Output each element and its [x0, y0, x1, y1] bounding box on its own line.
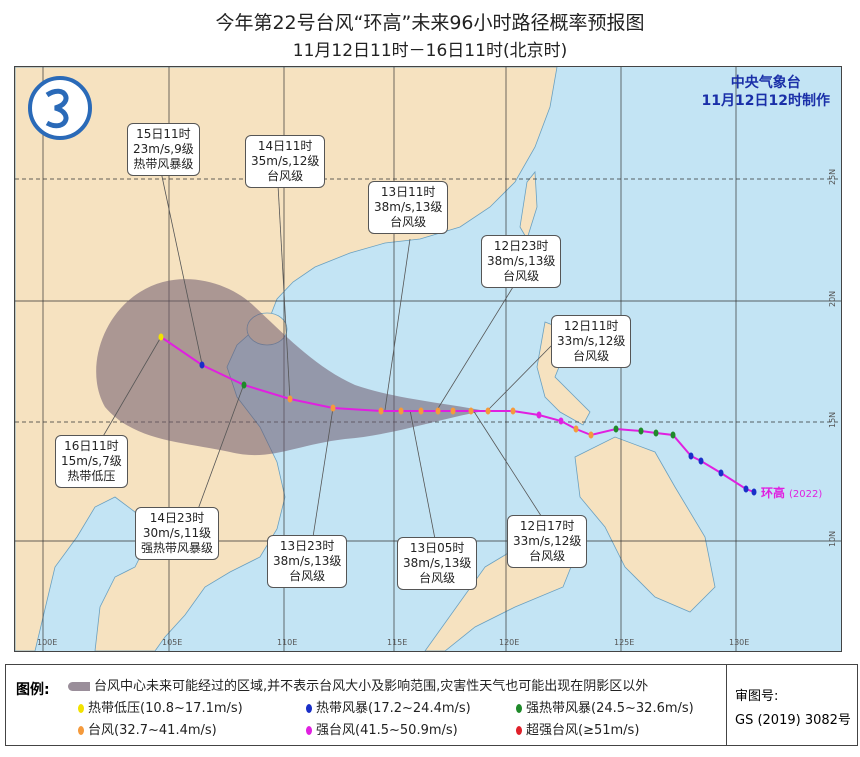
cma-logo	[28, 76, 92, 140]
philippines-south	[574, 436, 716, 613]
lon-label: 120E	[499, 638, 519, 647]
track-point	[485, 407, 491, 415]
typhoon-code: (2022)	[789, 489, 822, 500]
track-point	[573, 425, 579, 433]
track-point	[468, 407, 474, 415]
track-point	[158, 333, 164, 341]
legend-cone: 台风中心未来可能经过的区域,并不表示台风大小及影响范围,灾害性天气也可能出现在阴…	[68, 675, 648, 694]
track-point	[743, 485, 749, 493]
forecast-label: 12日11时 33m/s,12级 台风级	[551, 315, 632, 368]
lat-label: 25N	[828, 169, 837, 185]
legend-item: 热带风暴(17.2~24.4m/s)	[306, 697, 471, 716]
typhoon-track	[160, 336, 755, 493]
issue-time: 11月12日12时制作	[701, 93, 830, 109]
track-point	[241, 381, 247, 389]
forecast-label: 12日17时 33m/s,12级 台风级	[507, 515, 588, 568]
track-point	[698, 457, 704, 465]
map-area: 100E 105E 110E 115E 120E 125E 130E 25N 2…	[14, 66, 842, 652]
agency-stamp: 中央气象台 11月12日12时制作	[702, 74, 830, 110]
lat-label: 20N	[828, 291, 837, 307]
forecast-label: 13日11时 38m/s,13级 台风级	[368, 181, 449, 234]
lat-label: 15N	[828, 412, 837, 428]
forecast-label: 13日05时 38m/s,13级 台风级	[397, 537, 478, 590]
legend-item: 强台风(41.5~50.9m/s)	[306, 719, 458, 738]
track-point	[450, 407, 456, 415]
typhoon-name: 环高	[761, 485, 785, 500]
lon-label: 110E	[277, 638, 297, 647]
review-number-box: 审图号: GS (2019) 3082号	[726, 665, 857, 745]
legend-item: 超强台风(≥51m/s)	[516, 719, 639, 738]
typhoon-symbol-icon	[516, 704, 522, 713]
track-point	[199, 361, 205, 369]
track-point	[613, 425, 619, 433]
forecast-label: 16日11时 15m/s,7级 热带低压	[55, 435, 128, 488]
taiwan-island	[519, 170, 538, 240]
track-point	[688, 452, 694, 460]
forecast-label: 14日23时 30m/s,11级 强热带风暴级	[135, 507, 220, 560]
track-point	[510, 407, 516, 415]
lon-label: 125E	[614, 638, 634, 647]
map-title: 今年第22号台风“环高”未来96小时路径概率预报图	[215, 12, 645, 34]
lon-label: 100E	[37, 638, 57, 647]
typhoon-symbol-icon	[306, 726, 312, 735]
forecast-label: 14日11时 35m/s,12级 台风级	[245, 135, 326, 188]
track-point	[670, 431, 676, 439]
track-point	[378, 407, 384, 415]
legend-heading: 图例:	[16, 682, 50, 698]
track-point	[418, 407, 424, 415]
latitude-labels: 25N 20N 15N 10N	[828, 169, 837, 547]
track-point	[588, 431, 594, 439]
track-point	[435, 407, 441, 415]
track-point	[558, 417, 564, 425]
track-points	[158, 333, 757, 496]
track-point	[653, 429, 659, 437]
forecast-label: 13日23时 38m/s,13级 台风级	[267, 535, 348, 588]
track-point	[398, 407, 404, 415]
track-point	[536, 411, 542, 419]
lon-label: 105E	[162, 638, 182, 647]
typhoon-symbol-icon	[516, 726, 522, 735]
legend: 图例: 台风中心未来可能经过的区域,并不表示台风大小及影响范围,灾害性天气也可能…	[5, 664, 858, 746]
track-point	[718, 469, 724, 477]
legend-item: 台风(32.7~41.4m/s)	[78, 719, 217, 738]
lon-label: 115E	[387, 638, 407, 647]
legend-item: 热带低压(10.8~17.1m/s)	[78, 697, 243, 716]
review-label: 审图号:	[735, 689, 779, 704]
map-subtitle: 11月12日11时－16日11时(北京时)	[292, 41, 568, 61]
typhoon-symbol-icon	[78, 726, 84, 735]
agency-name: 中央气象台	[730, 75, 801, 91]
lat-label: 10N	[828, 531, 837, 547]
track-point	[287, 395, 293, 403]
track-point	[330, 404, 336, 412]
typhoon-symbol-icon	[306, 704, 312, 713]
typhoon-symbol-icon	[78, 704, 84, 713]
legend-item: 强热带风暴(24.5~32.6m/s)	[516, 697, 694, 716]
longitude-labels: 100E 105E 110E 115E 120E 125E 130E	[37, 638, 749, 647]
review-number: GS (2019) 3082号	[735, 713, 851, 728]
forecast-label: 15日11时 23m/s,9级 热带风暴级	[127, 123, 200, 176]
track-point	[751, 488, 757, 496]
forecast-label: 12日23时 38m/s,13级 台风级	[481, 235, 562, 288]
lon-label: 130E	[729, 638, 749, 647]
cone-swatch-icon	[68, 682, 90, 691]
track-point	[638, 427, 644, 435]
